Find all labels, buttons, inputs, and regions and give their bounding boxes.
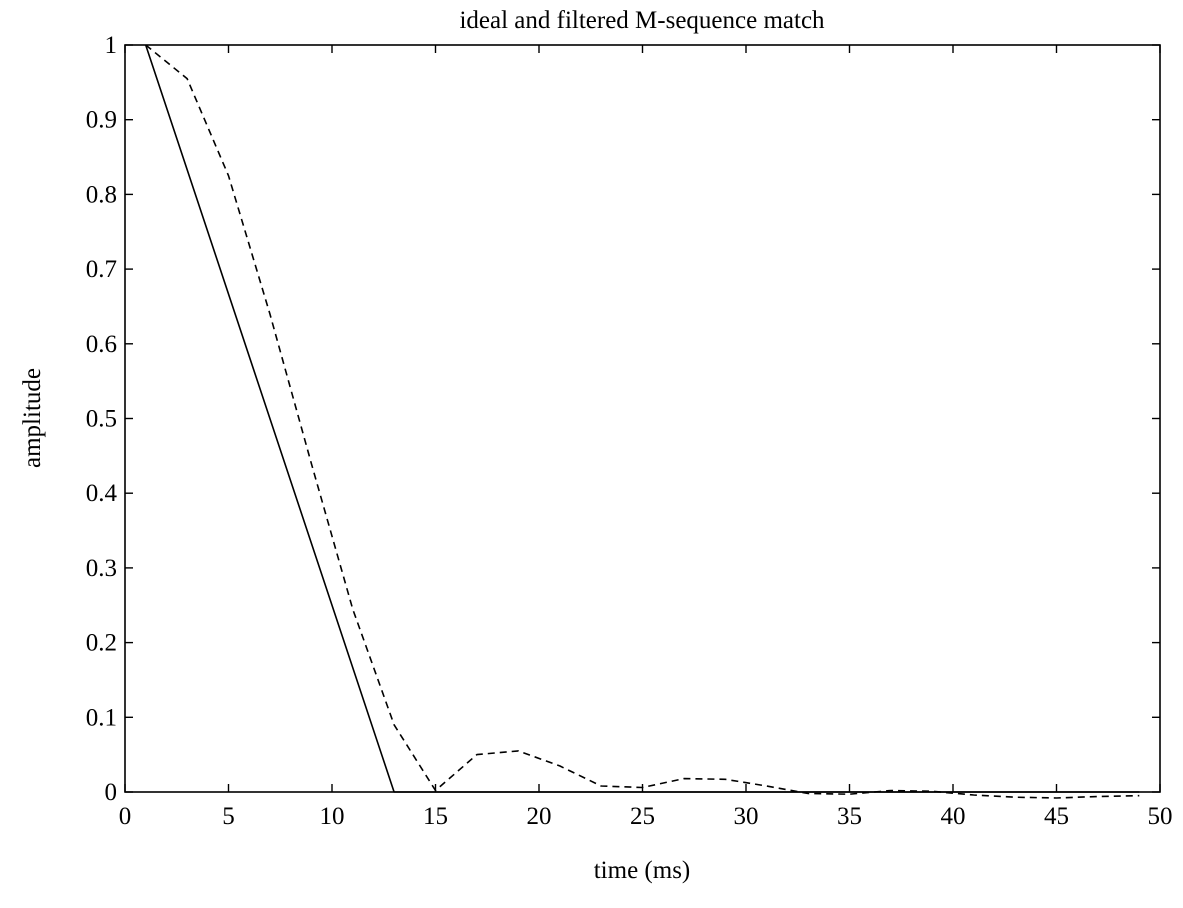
x-tick-label: 10 <box>320 803 345 830</box>
x-tick-label: 15 <box>423 803 448 830</box>
x-axis-ticks: 0 5 10 15 20 25 30 35 40 45 50 <box>119 45 1173 830</box>
x-tick-label: 45 <box>1044 803 1069 830</box>
x-tick-label: 40 <box>941 803 966 830</box>
y-tick-label: 0.1 <box>86 704 117 731</box>
y-tick-label: 0.9 <box>86 107 117 134</box>
y-tick-label: 0.8 <box>86 181 117 208</box>
x-tick-label: 30 <box>734 803 759 830</box>
chart-title: ideal and filtered M-sequence match <box>459 7 825 34</box>
y-tick-label: 0.7 <box>86 256 117 283</box>
y-tick-label: 1 <box>105 32 118 59</box>
y-axis-label: amplitude <box>19 368 46 468</box>
series-layer <box>144 44 1140 799</box>
x-tick-label: 20 <box>527 803 552 830</box>
y-tick-label: 0.5 <box>86 406 117 433</box>
ideal-series-line <box>144 44 1140 793</box>
x-tick-label: 35 <box>837 803 862 830</box>
x-tick-label: 0 <box>119 803 132 830</box>
x-tick-label: 25 <box>630 803 655 830</box>
y-tick-label: 0.3 <box>86 555 117 582</box>
plot-frame <box>124 44 1161 793</box>
x-axis-label: time (ms) <box>594 857 691 884</box>
y-tick-label: 0.6 <box>86 331 117 358</box>
y-tick-label: 0.2 <box>86 630 117 657</box>
x-tick-label: 5 <box>222 803 235 830</box>
filtered-series-line <box>145 44 1140 799</box>
y-axis-ticks: 0 0.1 0.2 0.3 0.4 0.5 0.6 0.7 0.8 0.9 1 <box>86 32 1160 806</box>
x-tick-label: 50 <box>1148 803 1173 830</box>
y-tick-label: 0.4 <box>86 480 118 507</box>
y-tick-label: 0 <box>105 779 118 806</box>
